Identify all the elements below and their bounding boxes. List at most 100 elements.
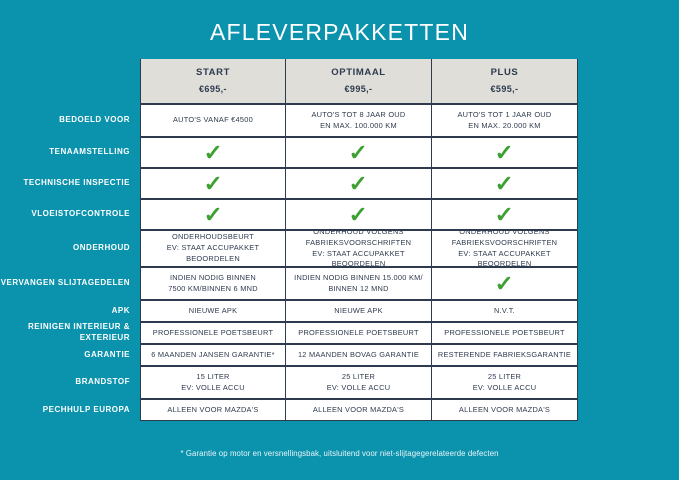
table-row: AUTO'S VANAF €4500 AUTO'S TOT 8 JAAR OUD E…	[140, 104, 578, 137]
cell-line: INDIEN NODIG BINNEN	[169, 272, 257, 282]
table-row: INDIEN NODIG BINNEN 7500 KM/BINNEN 6 MND I…	[140, 267, 578, 300]
cell-line: ONDERHOUDSBEURT	[171, 232, 255, 242]
check-icon-cell: ✓	[140, 168, 286, 199]
cell-line: RESTERENDE FABRIEKSGARANTIE	[437, 349, 572, 359]
check-icon: ✓	[494, 139, 515, 165]
check-icon-cell: ✓	[432, 267, 578, 300]
row-label-reinigen-interieur-exterieur: REINIGEN INTERIEUR & EXTERIEUR	[27, 322, 130, 342]
table-row: ✓ ✓ ✓	[140, 168, 578, 199]
table-row: 15 LITER EV: VOLLE ACCU 25 LITER EV: VOLLE …	[140, 366, 578, 399]
cell-line: 12 MAANDEN BOVAG GARANTIE	[297, 349, 420, 359]
cell-line: EV: VOLLE ACCU	[472, 382, 537, 392]
check-icon-cell: ✓	[432, 137, 578, 168]
cell-line: PROFESSIONELE POETSBEURT	[444, 327, 565, 337]
footnote: * Garantie op motor en versnellingsbak, …	[180, 449, 499, 458]
page-title: AFLEVERPAKKETTEN	[209, 19, 470, 45]
cell-line: AUTO'S TOT 8 JAAR OUD	[311, 109, 406, 119]
table-cell: 12 MAANDEN BOVAG GARANTIE	[286, 344, 432, 366]
cell-line: AUTO'S VANAF €4500	[173, 115, 253, 125]
cell-line: 7500 KM/BINNEN 6 MND	[168, 283, 258, 293]
cell-line: 6 MAANDEN JANSEN GARANTIE*	[151, 349, 275, 359]
cell-line: NIEUWE APK	[188, 305, 238, 315]
package-price: €995,-	[344, 83, 373, 94]
row-label-garantie: GARANTIE	[84, 349, 130, 359]
table-cell: NIEUWE APK	[286, 300, 432, 322]
cell-line: ONDERHOUD VOLGENS	[459, 227, 550, 237]
row-label-onderhoud: ONDERHOUD	[73, 243, 130, 253]
cell-line: EV: STAAT ACCUPAKKET BEOORDELEN	[166, 243, 260, 263]
cell-line: FABRIEKSVOORSCHRIFTEN	[451, 237, 558, 247]
row-label-pechhulp-europa: PECHHULP EUROPA	[42, 404, 130, 414]
check-icon-cell: ✓	[140, 199, 286, 230]
cell-line: FABRIEKSVOORSCHRIFTEN	[305, 237, 412, 247]
cell-line: NIEUWE APK	[334, 305, 383, 315]
table-row: 6 MAANDEN JANSEN GARANTIE* 12 MAANDEN BOV…	[140, 344, 578, 366]
cell-line: PROFESSIONELE POETSBEURT	[152, 327, 274, 337]
check-icon-cell: ✓	[432, 199, 578, 230]
label-spacer	[0, 59, 140, 104]
row-label-bedoeld-voor: BEDOELD VOOR	[59, 115, 130, 125]
package-name: PLUS	[490, 67, 519, 79]
cell-line: ALLEEN VOOR MAZDA'S	[312, 404, 405, 414]
cell-line: EV: STAAT ACCUPAKKET BEOORDELEN	[312, 248, 405, 269]
table-row: ONDERHOUDSBEURT EV: STAAT ACCUPAKKET BEOO…	[140, 227, 578, 269]
cell-line: EN MAX. 20.000 KM	[468, 120, 541, 130]
check-icon-cell: ✓	[286, 137, 432, 168]
check-icon-cell: ✓	[140, 137, 286, 168]
row-label-vervangen-slijtagedelen: VERVANGEN SLIJTAGEDELEN	[0, 278, 130, 288]
cell-line: ALLEEN VOOR MAZDA'S	[167, 404, 259, 414]
row-label-column: BEDOELD VOOR TENAAMSTELLING TECHNISCHE INS…	[0, 59, 140, 421]
table-cell: NIEUWE APK	[140, 300, 286, 322]
table-cell: 25 LITER EV: VOLLE ACCU	[432, 366, 578, 399]
table-cell: ALLEEN VOOR MAZDA'S	[286, 399, 432, 421]
row-label-brandstof: BRANDSTOF	[75, 377, 130, 387]
table-cell: PROFESSIONELE POETSBEURT	[432, 322, 578, 344]
table-row: ✓ ✓ ✓	[140, 199, 578, 230]
table-row: PROFESSIONELE POETSBEURT PROFESSIONELE PO…	[140, 322, 578, 344]
table-cell: ONDERHOUD VOLGENS FABRIEKSVOORSCHRIFTEN EV…	[432, 227, 578, 268]
row-label-technische-inspectie: TECHNISCHE INSPECTIE	[23, 178, 130, 188]
table-cell: PROFESSIONELE POETSBEURT	[286, 322, 432, 344]
package-price: €695,-	[199, 83, 227, 94]
cell-line: INDIEN NODIG BINNEN 15.000 KM/	[294, 272, 423, 282]
package-header-optimaal[interactable]: OPTIMAAL €995,-	[286, 59, 432, 104]
table-cell: ONDERHOUD VOLGENS FABRIEKSVOORSCHRIFTEN EV…	[286, 227, 432, 269]
cell-line: 15 LITER	[196, 371, 230, 381]
package-name: OPTIMAAL	[331, 67, 386, 79]
cell-line: 25 LITER	[487, 371, 522, 381]
table-cell: AUTO'S VANAF €4500	[140, 104, 286, 137]
cell-line: PROFESSIONELE POETSBEURT	[298, 327, 419, 337]
package-header-start[interactable]: START €695,-	[140, 59, 286, 104]
check-icon: ✓	[348, 170, 369, 196]
package-header-plus[interactable]: PLUS €595,-	[432, 59, 578, 104]
check-icon: ✓	[203, 201, 223, 227]
cell-line: N.V.T.	[494, 305, 515, 315]
table-row: NIEUWE APK NIEUWE APK N.V.T.	[140, 300, 578, 322]
cell-line: BINNEN 12 MND	[328, 283, 389, 293]
cell-line: ALLEEN VOOR MAZDA'S	[458, 404, 551, 414]
table-header-row: START €695,- OPTIMAAL €995,- PLUS €595,-	[140, 59, 578, 104]
table-cell: ALLEEN VOOR MAZDA'S	[140, 399, 286, 421]
row-label-tenaamstelling: TENAAMSTELLING	[49, 147, 130, 157]
table-row: ALLEEN VOOR MAZDA'S ALLEEN VOOR MAZDA'S AL…	[140, 399, 578, 421]
table-cell: PROFESSIONELE POETSBEURT	[140, 322, 286, 344]
table-cell: N.V.T.	[432, 300, 578, 322]
package-price: €595,-	[490, 83, 519, 94]
check-icon: ✓	[348, 139, 369, 165]
cell-line: EN MAX. 100.000 KM	[320, 120, 397, 130]
table-cell: AUTO'S TOT 1 JAAR OUD EN MAX. 20.000 KM	[432, 104, 578, 137]
cell-line: EV: VOLLE ACCU	[181, 382, 245, 392]
comparison-table: START €695,- OPTIMAAL €995,- PLUS €595,- AUTO'…	[140, 59, 578, 421]
check-icon: ✓	[494, 201, 515, 227]
cell-line: ONDERHOUD VOLGENS	[313, 227, 404, 237]
cell-line: AUTO'S TOT 1 JAAR OUD	[457, 109, 552, 119]
table-cell: INDIEN NODIG BINNEN 7500 KM/BINNEN 6 MND	[140, 267, 286, 300]
table-cell: ONDERHOUDSBEURT EV: STAAT ACCUPAKKET BEOO…	[140, 230, 286, 267]
check-icon: ✓	[203, 139, 223, 165]
cell-line: EV: VOLLE ACCU	[326, 382, 391, 392]
table-cell: 6 MAANDEN JANSEN GARANTIE*	[140, 344, 286, 366]
table-cell: AUTO'S TOT 8 JAAR OUD EN MAX. 100.000 KM	[286, 104, 432, 137]
check-icon: ✓	[348, 201, 369, 227]
package-name: START	[196, 67, 230, 79]
table-cell: 25 LITER EV: VOLLE ACCU	[286, 366, 432, 399]
